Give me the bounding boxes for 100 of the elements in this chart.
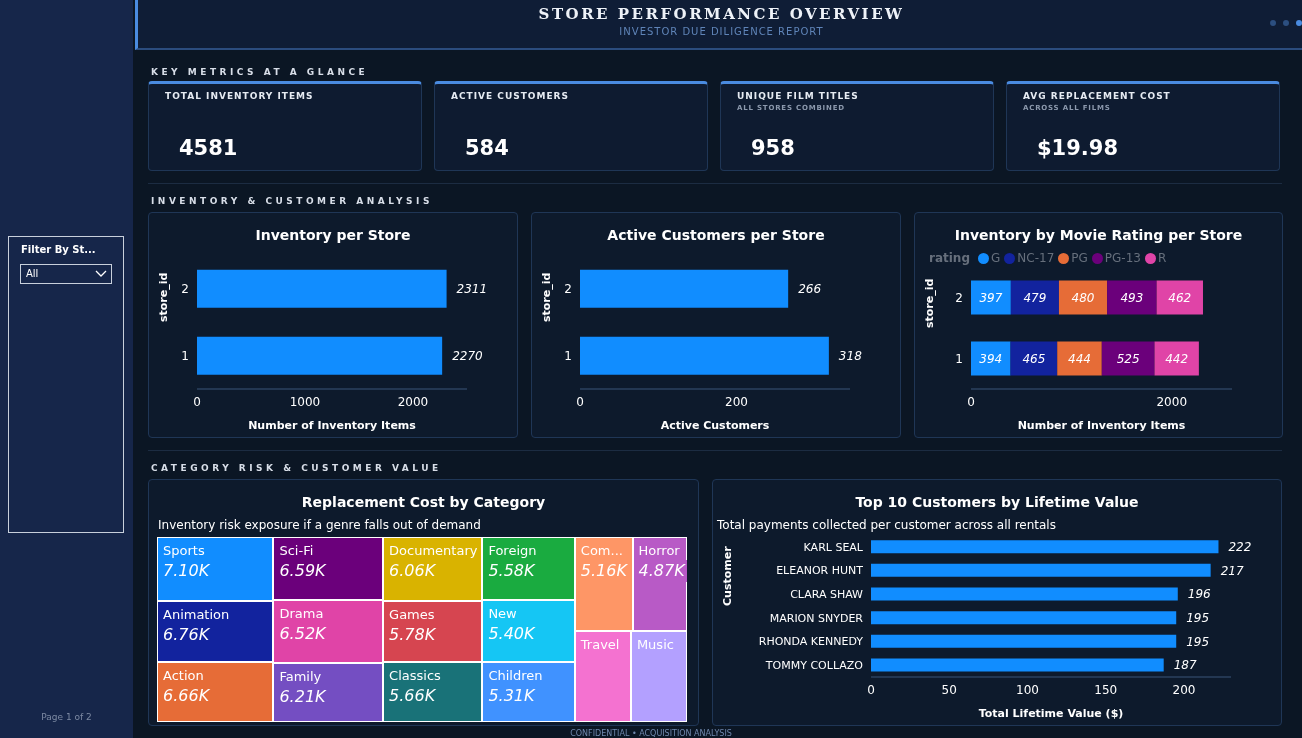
y-tick-label: KARL SEAL <box>803 540 864 554</box>
y-tick-label: 2 <box>955 290 963 305</box>
y-axis-title: store_id <box>539 272 553 322</box>
text: INVESTOR DUE DILIGENCE REPORT <box>618 26 825 37</box>
data-label: 6.66K <box>161 684 212 707</box>
data-label: 5.58K <box>486 560 537 582</box>
category-label: Games <box>387 605 437 625</box>
data-label: 5.16K <box>578 560 629 582</box>
x-tick-label: 2000 <box>397 394 429 409</box>
data-label: 222 <box>1228 539 1252 554</box>
data-label: 266 <box>798 282 822 296</box>
text: CATEGORY RISK & CUSTOMER VALUE <box>151 463 442 473</box>
category-label: Animation <box>161 605 232 624</box>
x-tick-label: 2000 <box>1156 394 1188 409</box>
data-label: 462 <box>1168 290 1192 305</box>
data-label: 196 <box>1187 587 1212 602</box>
data-label: 195 <box>1186 610 1210 625</box>
bar <box>1057 341 1102 376</box>
text: ACTIVE CUSTOMERS <box>451 91 570 101</box>
legend-label: R <box>1157 251 1167 265</box>
data-label: 525 <box>1116 351 1140 366</box>
bar <box>1107 280 1157 315</box>
x-axis-title: Number of Inventory Items <box>248 419 417 432</box>
bar <box>1010 341 1058 376</box>
y-tick-label: CLARA SHAW <box>790 588 864 602</box>
data-label: 2311 <box>456 282 488 296</box>
data-label: 195 <box>1186 634 1210 649</box>
chart-title: Active Customers per Store <box>606 227 826 243</box>
y-tick-label: 1 <box>181 348 189 363</box>
x-axis-title: Total Lifetime Value ($) <box>978 707 1124 720</box>
y-tick-label: 1 <box>955 351 963 366</box>
category-label: New <box>486 604 519 624</box>
data-label: 5.66K <box>387 685 438 708</box>
text: AVG REPLACEMENT COST <box>1023 91 1172 101</box>
category-label: Horror <box>636 541 682 560</box>
chart-title: Inventory by Movie Rating per Store <box>953 227 1244 243</box>
category-label: Documentary <box>387 541 480 560</box>
y-tick-label: ELEANOR HUNT <box>776 564 864 578</box>
text: UNIQUE FILM TITLES <box>737 91 860 101</box>
text: Inventory risk exposure if a genre falls out of demand <box>158 518 482 532</box>
bar <box>871 658 1164 672</box>
y-tick-label: RHONDA KENNEDY <box>758 635 864 649</box>
category-label: Foreign <box>486 541 539 560</box>
category-label: Sci-Fi <box>277 541 316 560</box>
bar <box>1154 341 1199 376</box>
data-label: 7.10K <box>161 560 212 582</box>
bar <box>1101 341 1155 376</box>
y-axis-title: store_id <box>156 272 170 322</box>
y-tick-label: MARION SNYDER <box>769 611 864 625</box>
data-label: 6.76K <box>161 624 212 646</box>
x-tick-label: 200 <box>1172 682 1196 697</box>
text: CONFIDENTIAL • ACQUISITION ANALYSIS <box>569 729 733 738</box>
chart-title: Top 10 Customers by Lifetime Value <box>854 494 1140 510</box>
data-label: 394 <box>979 351 1003 366</box>
x-tick-label: 100 <box>1016 682 1039 697</box>
text: $19.98 <box>1037 136 1119 160</box>
text: INVENTORY & CUSTOMER ANALYSIS <box>151 196 433 206</box>
bar <box>871 611 1177 625</box>
data-label: 479 <box>1023 290 1047 305</box>
x-tick-label: 0 <box>576 394 584 409</box>
text: KEY METRICS AT A GLANCE <box>151 67 369 77</box>
data-label: 493 <box>1120 290 1144 305</box>
data-label: 6.21K <box>277 685 328 708</box>
data-label: 5.31K <box>486 684 537 707</box>
category-label: Children <box>486 665 545 685</box>
data-label: 5.78K <box>387 624 438 647</box>
category-label: Drama <box>277 604 326 624</box>
data-label: 465 <box>1022 351 1046 366</box>
x-tick-label: 150 <box>1094 682 1118 697</box>
text: 958 <box>751 136 795 160</box>
data-label: 444 <box>1068 351 1091 366</box>
y-tick-label: 2 <box>564 281 572 296</box>
category-label: Action <box>161 665 206 685</box>
filter-dropdown: Filter By St... All <box>8 236 124 533</box>
x-axis-title: Active Customers <box>660 419 770 432</box>
data-label: 318 <box>838 349 863 363</box>
category-label: Family <box>277 666 324 686</box>
y-axis-title: store_id <box>922 278 936 328</box>
y-tick-label: 2 <box>181 281 189 296</box>
data-label: 5.40K <box>486 623 537 646</box>
data-label: 6.59K <box>277 560 328 582</box>
legend-title: rating <box>929 251 970 265</box>
chart-subtitle: Total payments collected per customer across all rentals <box>717 518 1057 532</box>
bar <box>1010 280 1059 315</box>
data-label: 6.06K <box>387 560 438 582</box>
data-label: 6.52K <box>277 623 328 646</box>
bar <box>971 280 1011 315</box>
category-label: Classics <box>387 666 443 686</box>
bar <box>871 634 1177 648</box>
x-tick-label: 0 <box>867 682 875 697</box>
x-tick-label: 50 <box>941 682 957 697</box>
bar <box>1156 280 1203 315</box>
bar <box>871 540 1219 554</box>
x-tick-label: 1000 <box>289 394 321 409</box>
category-label: Music <box>634 634 676 654</box>
text: 584 <box>465 136 509 160</box>
data-label: 4.87K <box>636 560 687 582</box>
legend-label: PG-13 <box>1104 251 1141 265</box>
bar <box>871 563 1211 577</box>
data-label: 397 <box>979 290 1003 305</box>
